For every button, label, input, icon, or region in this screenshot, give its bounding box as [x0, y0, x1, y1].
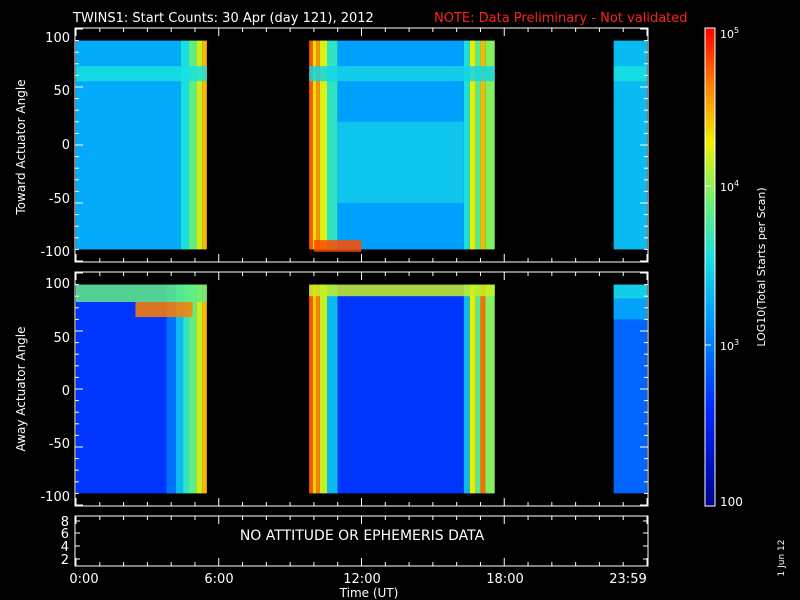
heatmap-cell: [189, 284, 197, 494]
heatmap-cell: [166, 284, 176, 494]
heatmap-band: [613, 66, 647, 82]
svg-text:103: 103: [720, 338, 739, 353]
away-heatmap: [76, 284, 647, 494]
heatmap-cell: [202, 284, 207, 494]
attitude-ytick-label: 2: [61, 553, 69, 568]
heatmap-cell: [312, 40, 317, 250]
away-ytick-label: 100: [45, 277, 70, 292]
colorbar-ticks: [705, 185, 711, 346]
heatmap-cell: [319, 284, 328, 494]
heatmap-cell: [175, 284, 184, 494]
toward-heatmap: [76, 40, 647, 252]
away-ylabel: Away Actuator Angle: [14, 326, 28, 451]
heatmap-cell: [316, 40, 320, 250]
toward-ytick-label: -100: [40, 245, 70, 260]
svg-text:105: 105: [720, 26, 739, 41]
heatmap-band: [613, 298, 647, 320]
heatmap-band: [309, 284, 495, 297]
colorbar-tick-label: 105: [720, 26, 739, 41]
preliminary-note: NOTE: Data Preliminary - Not validated: [434, 11, 688, 26]
toward-ylabel: Toward Actuator Angle: [14, 79, 28, 215]
colorbar-tick-label: 104: [720, 179, 739, 194]
no-data-message: NO ATTITUDE OR EPHEMERIS DATA: [240, 528, 485, 544]
colorbar-tick-label: 100: [720, 495, 743, 509]
colorbar-label: LOG10(Total Starts per Scan): [755, 187, 768, 346]
xtick-label: 18:00: [486, 572, 523, 587]
toward-ticks: [75, 28, 648, 262]
heatmap-cell: [202, 40, 207, 250]
heatmap-cell: [183, 284, 190, 494]
xtick-label: 6:00: [204, 572, 233, 587]
heatmap-cell: [196, 40, 203, 250]
heatmap-cell: [309, 284, 313, 494]
colorbar: [705, 28, 715, 506]
heatmap-cell: [319, 40, 328, 250]
toward-ytick-label: 100: [45, 31, 70, 46]
away-ytick-label: -50: [49, 437, 70, 452]
toward-ytick-label: -50: [49, 192, 70, 207]
heatmap-cell: [337, 284, 464, 494]
heatmap-band: [613, 284, 647, 299]
toward-ytick-label: 50: [53, 84, 70, 99]
xtick-label: 12:00: [343, 572, 380, 587]
colorbar-tick-label: 103: [720, 338, 739, 353]
attitude-ytick-label: 8: [61, 515, 69, 530]
heatmap-cell: [316, 284, 320, 494]
heatmap-cell: [76, 284, 167, 494]
heatmap-cell: [469, 284, 476, 494]
heatmap-band: [76, 66, 207, 82]
heatmap-band: [76, 284, 207, 302]
heatmap-band: [337, 121, 464, 203]
heatmap-cell: [309, 40, 313, 250]
date-stamp: 1 Jun 12: [777, 540, 787, 577]
away-ytick-label: -100: [40, 490, 70, 505]
heatmap-cell: [327, 40, 338, 250]
heatmap-cell: [485, 40, 495, 250]
heatmap-cell: [463, 284, 470, 494]
chart-title: TWINS1: Start Counts: 30 Apr (day 121), …: [72, 11, 374, 26]
colorbar-frame: [704, 27, 716, 507]
heatmap-cell: [475, 284, 481, 494]
xtick-label: 23:59: [609, 572, 646, 587]
away-ytick-label: 0: [62, 384, 70, 399]
attitude-ytick-label: 4: [61, 540, 69, 555]
heatmap-cell: [327, 284, 338, 494]
heatmap-cell: [480, 284, 486, 494]
svg-text:100: 100: [720, 495, 743, 509]
away-ytick-label: 50: [53, 331, 70, 346]
heatmap-cell: [475, 40, 481, 250]
heatmap-cell: [189, 40, 197, 250]
xaxis-title: Time (UT): [339, 586, 399, 600]
heatmap-cell: [485, 284, 495, 494]
heatmap-band: [313, 240, 362, 252]
heatmap-cell: [180, 40, 190, 250]
svg-text:104: 104: [720, 179, 739, 194]
toward-ytick-label: 0: [62, 138, 70, 153]
away-ticks: [75, 272, 648, 506]
xtick-label: 0:00: [69, 572, 98, 587]
attitude-ytick-label: 6: [61, 527, 69, 542]
attitude-ticks: [75, 516, 648, 566]
heatmap-band: [135, 302, 193, 318]
heatmap-cell: [480, 40, 486, 250]
heatmap-cell: [469, 40, 476, 250]
heatmap-cell: [463, 40, 470, 250]
heatmap-band: [309, 66, 495, 82]
heatmap-cell: [312, 284, 317, 494]
heatmap-cell: [196, 284, 203, 494]
